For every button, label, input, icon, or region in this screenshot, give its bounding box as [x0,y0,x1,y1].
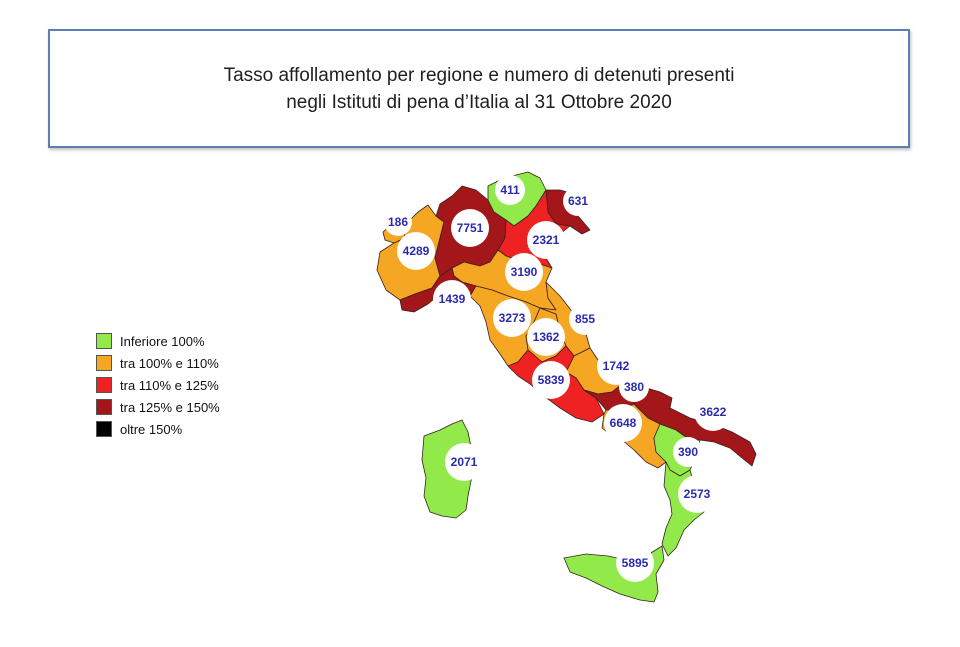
legend-swatch [96,333,112,349]
badge-liguria: 1439 [433,280,471,318]
count-abruzzo: 1742 [603,359,630,373]
legend-swatch [96,399,112,415]
legend-label: Inferiore 100% [120,333,205,349]
badge-campania: 6648 [604,404,642,442]
count-umbria: 1362 [533,330,560,344]
count-calabria: 2573 [684,487,711,501]
legend-label: oltre 150% [120,421,183,437]
count-friuli: 631 [568,194,588,208]
legend-swatch [96,421,112,437]
badge-valle-daosta: 186 [384,208,412,236]
badge-friuli: 631 [563,186,593,216]
count-molise: 380 [624,380,644,394]
legend-item-110-125: tra 110% e 125% [96,374,220,396]
badge-emilia-romagna: 3190 [505,253,543,291]
badge-umbria: 1362 [527,318,565,356]
badge-sardegna: 2071 [445,443,483,481]
count-sardegna: 2071 [451,455,478,469]
count-valle-daosta: 186 [388,215,408,229]
count-emilia-romagna: 3190 [511,265,538,279]
count-trentino: 411 [500,183,520,197]
title-line-1: Tasso affollamento per regione e numero … [223,64,735,86]
count-sicilia: 5895 [622,556,649,570]
count-lombardia: 7751 [457,221,484,235]
legend-swatch [96,377,112,393]
legend-label: tra 100% e 110% [120,355,219,371]
badge-basilicata: 390 [673,437,703,467]
badge-sicilia: 5895 [616,544,654,582]
badge-piemonte: 4289 [397,232,435,270]
count-lazio: 5839 [538,373,565,387]
badge-lombardia: 7751 [451,209,489,247]
badge-toscana: 3273 [493,299,531,337]
count-puglia: 3622 [700,405,727,419]
count-basilicata: 390 [678,445,698,459]
legend-item-over-150: oltre 150% [96,418,220,440]
count-veneto: 2321 [533,233,560,247]
legend: Inferiore 100% tra 100% e 110% tra 110% … [96,330,220,440]
badge-calabria: 2573 [678,475,716,513]
legend-item-125-150: tra 125% e 150% [96,396,220,418]
badge-veneto: 2321 [527,221,565,259]
count-marche: 855 [575,312,595,326]
legend-item-below-100: Inferiore 100% [96,330,220,352]
count-toscana: 3273 [499,311,526,325]
count-piemonte: 4289 [403,244,430,258]
badge-puglia: 3622 [694,393,732,431]
count-liguria: 1439 [439,292,466,306]
badge-molise: 380 [619,372,649,402]
badge-lazio: 5839 [532,361,570,399]
title-box: Tasso affollamento per regione e numero … [48,29,910,148]
title-line-2: negli Istituti di pena d’Italia al 31 Ot… [286,91,672,113]
badge-trentino: 411 [495,175,525,205]
legend-label: tra 125% e 150% [120,399,220,415]
legend-item-100-110: tra 100% e 110% [96,352,220,374]
legend-swatch [96,355,112,371]
legend-label: tra 110% e 125% [120,377,219,393]
badge-marche: 855 [569,303,601,335]
count-campania: 6648 [610,416,637,430]
